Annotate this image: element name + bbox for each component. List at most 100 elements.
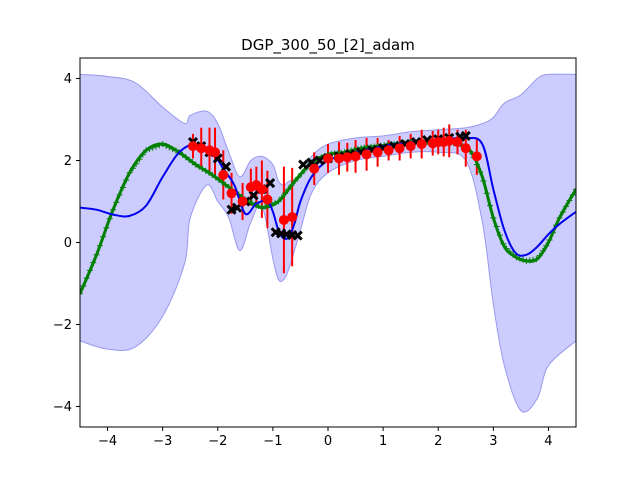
true-function-marker — [146, 146, 153, 153]
true-function-marker — [523, 257, 530, 264]
true-function-marker — [126, 169, 133, 176]
test-point — [405, 141, 416, 152]
true-function-marker — [116, 191, 123, 198]
y-axis: −4 −2 0 2 4 — [53, 72, 80, 415]
true-function-marker — [166, 144, 173, 151]
true-function-marker — [477, 168, 484, 175]
true-function-marker — [222, 181, 229, 188]
true-function-marker — [133, 160, 140, 167]
true-function-marker — [530, 256, 537, 263]
x-tick-label: −2 — [208, 434, 227, 449]
training-point — [265, 177, 276, 189]
true-function-marker — [546, 237, 553, 244]
true-function-marker — [192, 161, 199, 168]
true-function-marker — [500, 240, 507, 247]
training-point — [298, 159, 309, 170]
true-function-marker — [566, 197, 573, 204]
true-function-marker — [186, 156, 193, 163]
true-function-marker — [248, 199, 255, 206]
x-tick-label: −1 — [263, 434, 282, 449]
training-point — [314, 155, 325, 166]
test-point — [256, 184, 267, 195]
true-function-marker — [159, 141, 166, 148]
true-function-marker — [96, 242, 103, 249]
true-function-marker — [100, 233, 107, 240]
test-point — [218, 169, 229, 180]
training-point — [292, 230, 303, 241]
test-point — [444, 135, 455, 146]
y-tick-label: −2 — [53, 318, 72, 333]
true-function-marker — [510, 251, 517, 258]
true-function-marker — [559, 209, 566, 216]
true-function-marker — [169, 146, 176, 153]
true-function-marker — [129, 165, 136, 172]
true-function-marker — [179, 151, 186, 158]
x-tick-label: 3 — [489, 434, 497, 449]
true-function-marker — [113, 199, 120, 206]
true-function-marker — [503, 245, 510, 252]
test-point — [187, 141, 198, 152]
true-function-marker — [506, 248, 513, 255]
predictive-mean-line — [80, 136, 576, 257]
test-point — [262, 194, 273, 205]
test-point — [237, 196, 248, 207]
true-function-marker — [90, 259, 97, 266]
training-point — [248, 190, 259, 201]
true-function-marker — [149, 144, 156, 151]
true-function-marker — [219, 179, 226, 186]
true-function-marker — [212, 174, 219, 181]
true-function-marker — [278, 194, 285, 201]
test-point — [210, 147, 221, 158]
y-tick-label: −4 — [53, 400, 72, 415]
true-function-marker — [543, 242, 550, 249]
true-function-marker — [487, 202, 494, 209]
true-function-marker — [536, 252, 543, 259]
true-function-marker — [483, 190, 490, 197]
y-tick-label: 0 — [64, 236, 72, 251]
test-point — [361, 149, 372, 160]
true-function-marker — [199, 165, 206, 172]
true-function-marker — [493, 223, 500, 230]
true-function-marker — [526, 257, 533, 264]
true-function-marker — [539, 247, 546, 254]
x-tick-label: −3 — [153, 434, 172, 449]
chart-title: DGP_300_50_[2]_adam — [241, 36, 415, 55]
true-function-marker — [282, 190, 289, 197]
true-function-marker — [275, 198, 282, 205]
test-point — [226, 188, 237, 199]
true-function-marker — [215, 176, 222, 183]
true-function-marker — [272, 199, 279, 206]
x-tick-label: 0 — [324, 434, 332, 449]
true-function-marker — [202, 167, 209, 174]
test-point — [342, 152, 353, 163]
true-function-marker — [473, 161, 480, 168]
true-function-marker — [143, 147, 150, 154]
x-tick-label: 2 — [434, 434, 442, 449]
test-point — [452, 137, 463, 148]
true-function-marker — [83, 275, 90, 282]
true-function-marker — [86, 267, 93, 274]
true-function-marker — [80, 282, 87, 289]
true-function-marker — [480, 178, 487, 184]
true-function-marker — [93, 251, 100, 258]
test-point — [350, 151, 361, 162]
x-tick-label: −4 — [98, 434, 117, 449]
true-function-marker — [80, 290, 83, 297]
y-tick-label: 2 — [64, 154, 72, 169]
true-function-marker — [162, 142, 169, 149]
true-function-marker — [291, 178, 298, 184]
true-function-marker — [533, 256, 540, 263]
training-point — [460, 130, 471, 141]
true-function-marker — [106, 215, 113, 222]
x-tick-label: 1 — [379, 434, 387, 449]
test-point — [334, 153, 345, 164]
true-function-marker — [569, 191, 576, 198]
true-function-marker — [556, 214, 563, 221]
true-function-marker — [490, 214, 497, 221]
test-point — [471, 151, 482, 162]
true-function-marker — [103, 224, 110, 231]
true-function-marker — [288, 182, 295, 189]
true-function-marker — [123, 177, 130, 184]
true-function-marker — [298, 170, 305, 177]
